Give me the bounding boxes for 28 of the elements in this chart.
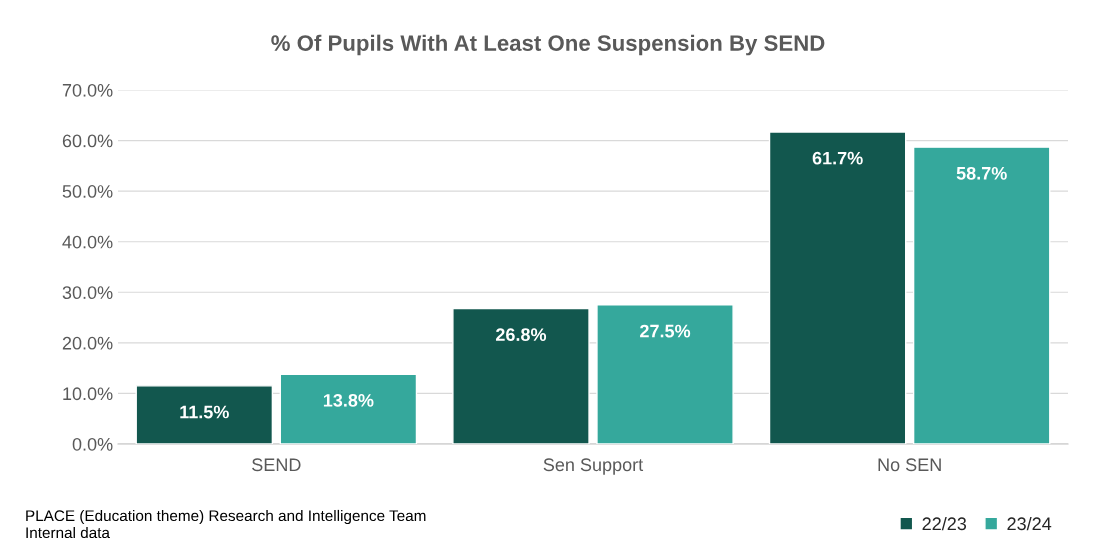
y-tick-label: 10.0% <box>63 387 113 401</box>
x-tick-label: No SEN <box>878 458 941 472</box>
bar <box>596 304 734 444</box>
legend-label: 22/23 <box>922 516 967 531</box>
y-tick-label: 40.0% <box>62 235 113 249</box>
x-tick-label: SEND <box>252 458 301 472</box>
bar <box>135 385 274 444</box>
chart-title: % Of Pupils With At Least One Suspension By SEND <box>271 34 825 56</box>
x-tick-label: Sen Support <box>543 458 644 475</box>
data-label: 26.8% <box>495 328 547 342</box>
bar <box>768 131 907 444</box>
y-tick-label: 60.0% <box>62 134 113 148</box>
text: PLACE (Education theme) Research and Intelligence Team <box>26 509 426 525</box>
data-label: 27.5% <box>640 324 691 338</box>
data-label: 13.8% <box>323 393 374 407</box>
bar <box>452 307 590 444</box>
data-label: 58.7% <box>956 166 1007 180</box>
y-tick-label: 20.0% <box>62 336 113 350</box>
bar <box>279 373 418 444</box>
legend-label: 23/24 <box>1007 516 1052 531</box>
y-tick-label: 30.0% <box>62 286 113 300</box>
text: Internal data <box>26 526 110 539</box>
data-label: 11.5% <box>180 405 229 419</box>
data-label: 61.7% <box>812 151 863 165</box>
y-tick-label: 70.0% <box>62 83 113 97</box>
y-tick-label: 50.0% <box>62 185 113 198</box>
y-tick-label: 0.0% <box>72 437 113 451</box>
bar <box>912 146 1051 444</box>
